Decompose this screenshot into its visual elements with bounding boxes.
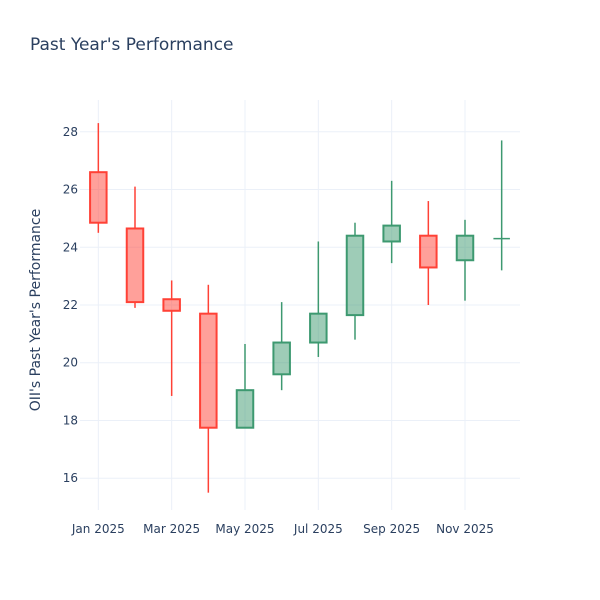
y-tick-label: 18: [63, 413, 78, 427]
candle-body: [125, 227, 145, 304]
candle-body: [235, 389, 255, 429]
gridlines: [80, 100, 520, 510]
y-tick-label: 22: [63, 298, 78, 312]
x-tick-label: Mar 2025: [143, 522, 200, 536]
y-tick-label: 16: [63, 471, 78, 485]
candle: [382, 180, 401, 264]
candle-body: [345, 234, 365, 317]
candle: [455, 219, 475, 301]
y-axis-ticks: 16 18 20 22 24 26 28: [63, 125, 78, 485]
candle: [89, 123, 108, 233]
candle-body: [382, 224, 401, 243]
candles: [89, 123, 510, 493]
candle: [235, 343, 255, 429]
candle-body: [162, 298, 181, 312]
candle: [345, 222, 365, 340]
y-tick-label: 26: [63, 183, 78, 197]
candle: [493, 140, 510, 271]
x-tick-label: Jul 2025: [293, 522, 343, 536]
candle: [162, 280, 181, 396]
candle: [272, 302, 291, 391]
x-tick-label: May 2025: [215, 522, 274, 536]
y-tick-label: 24: [63, 240, 78, 254]
chart-title: Past Year's Performance: [30, 35, 234, 55]
y-tick-label: 28: [63, 125, 78, 139]
candle: [309, 241, 328, 357]
candle: [419, 201, 438, 305]
y-axis-label: OII's Past Year's Performance: [28, 209, 44, 411]
candle-body: [309, 312, 328, 344]
x-tick-label: Jan 2025: [71, 522, 125, 536]
y-tick-label: 20: [63, 356, 78, 370]
candle-body: [455, 234, 475, 262]
candle-body: [89, 171, 108, 224]
candle: [199, 284, 218, 493]
candle: [125, 186, 145, 308]
x-axis-ticks: Jan 2025 Mar 2025 May 2025 Jul 2025 Sep 2025…: [71, 522, 494, 536]
candle-body: [272, 341, 291, 376]
x-tick-label: Sep 2025: [363, 522, 420, 536]
candle-body: [199, 312, 218, 429]
candle-body: [419, 234, 438, 269]
x-tick-label: Nov 2025: [436, 522, 494, 536]
